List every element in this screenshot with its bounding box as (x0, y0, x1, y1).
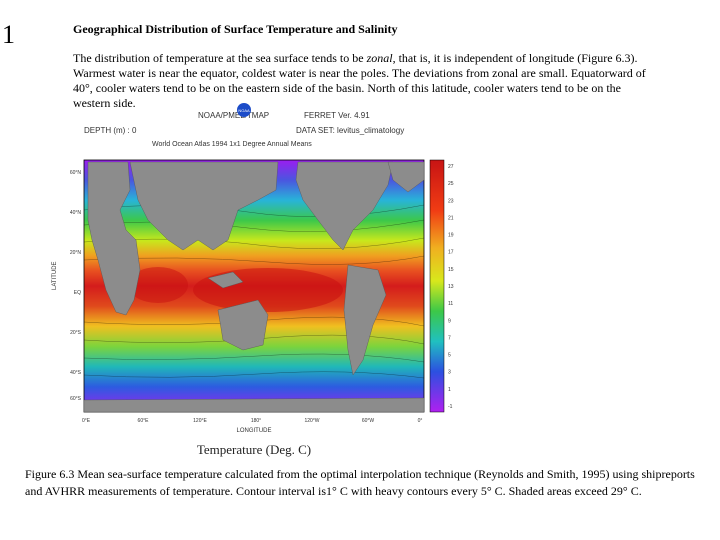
lat-label-40n: 40°N (70, 210, 82, 216)
lon-label-120w: 120°W (304, 418, 319, 424)
lon-label-60w: 60°W (362, 418, 375, 424)
header-right: FERRET Ver. 4.91 (304, 111, 370, 120)
colorbar-tick-label: 3 (448, 370, 451, 376)
indonesia-land (207, 271, 244, 289)
depth-label: DEPTH (m) : 0 (84, 126, 137, 135)
slide-number: 1 (2, 20, 15, 49)
land-masses (83, 161, 425, 413)
data-set-label: DATA SET: levitus_climatology (296, 126, 404, 135)
south-america-land (343, 264, 387, 376)
lat-label-60n: 60°N (70, 170, 82, 176)
lat-label-20n: 20°N (70, 250, 82, 256)
body-paragraph: The distribution of temperature at the s… (73, 51, 653, 111)
x-axis-label: LONGITUDE (236, 428, 271, 434)
africa-europe-land (87, 161, 141, 316)
colorbar-tick-label: 9 (448, 318, 451, 324)
lon-label-120e: 120°E (193, 418, 207, 424)
colorbar-tick-label: 13 (448, 284, 454, 290)
colorbar-tick-label: 15 (448, 267, 454, 273)
lon-label-60e: 60°E (138, 418, 150, 424)
lon-label-0e: 0°E (82, 418, 91, 424)
header-left: NOAA/PMEL/TMAP (198, 111, 269, 120)
warm-pool-pacific (193, 268, 343, 312)
lon-label-180: 180° (251, 418, 261, 424)
lat-label-20s: 20°S (70, 330, 82, 336)
body-part-2: , that is, it is independent of longitud… (73, 51, 646, 110)
australia-land (217, 299, 269, 351)
antarctica-land (83, 397, 425, 413)
asia-land (129, 161, 279, 251)
colorbar-tick-label: 11 (448, 301, 453, 307)
colorbar-tick-label: 23 (448, 198, 454, 204)
colorbar (429, 159, 445, 413)
lon-label-0: 0° (418, 418, 423, 424)
greenland-land (387, 161, 425, 193)
colorbar-tick-label: -1 (448, 404, 453, 410)
colorbar-tick-label: 5 (448, 353, 451, 359)
colorbar-tick-label: 25 (448, 181, 454, 187)
colorbar-labels: 27 25 23 21 19 17 15 13 11 9 7 5 3 1 -1 (448, 164, 454, 410)
colorbar-tick-label: 19 (448, 233, 454, 239)
body-zonal-term: zonal (366, 51, 393, 65)
figure-subtitle: World Ocean Atlas 1994 1x1 Degree Annual… (152, 141, 312, 148)
lat-label-eq: EQ (74, 290, 81, 296)
contour-lines (83, 204, 425, 379)
y-axis-label: LATITUDE (52, 261, 58, 290)
page-title: Geographical Distribution of Surface Tem… (73, 22, 398, 36)
colorbar-tick-label: 21 (448, 215, 454, 221)
noaa-logo-text: NOAA (238, 108, 250, 113)
lat-label-60s: 60°S (70, 396, 82, 402)
colorbar-tick-label: 27 (448, 164, 454, 170)
colorbar-title: Temperature (Deg. C) (197, 442, 311, 457)
north-america-land (295, 161, 394, 251)
sst-map-figure: NOAA/PMEL/TMAP NOAA FERRET Ver. 4.91 DEP… (48, 100, 468, 460)
lat-label-40s: 40°S (70, 370, 82, 376)
warm-pool-indian (128, 267, 188, 303)
colorbar-tick-label: 17 (448, 250, 454, 256)
noaa-logo (237, 103, 251, 117)
colorbar-tick-label: 1 (448, 387, 451, 393)
figure-caption: Figure 6.3 Mean sea-surface temperature … (25, 467, 695, 498)
body-part-1: The distribution of temperature at the s… (73, 51, 367, 65)
sst-map-svg: NOAA/PMEL/TMAP NOAA FERRET Ver. 4.91 DEP… (52, 103, 454, 457)
colorbar-tick-label: 7 (448, 335, 451, 341)
